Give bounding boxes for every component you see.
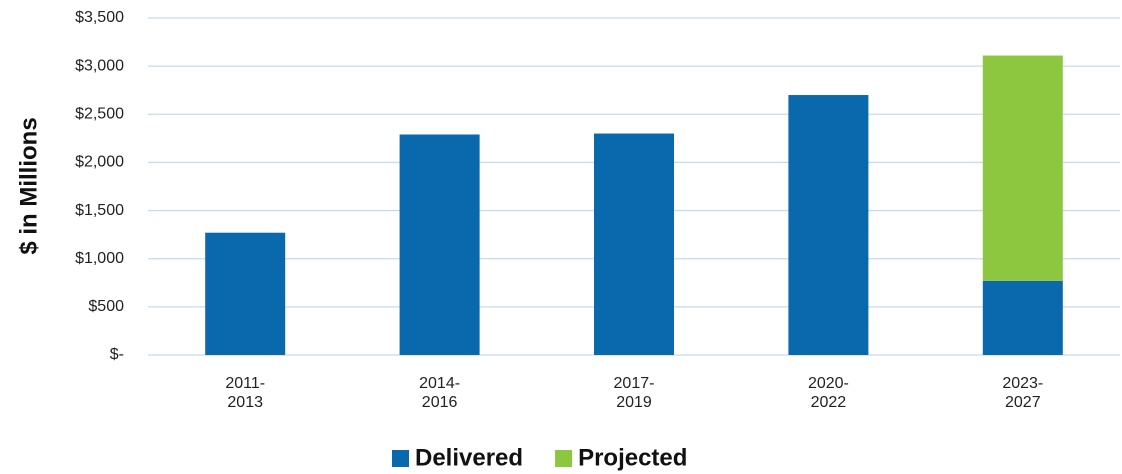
bar xyxy=(982,280,1063,355)
bar xyxy=(788,95,869,356)
x-tick-label: 2023-2027 xyxy=(1002,375,1043,411)
y-axis-label: $ in Millions xyxy=(15,117,42,254)
y-tick-label: $1,000 xyxy=(75,250,124,267)
x-tick-label: 2017-2019 xyxy=(614,375,655,411)
bar xyxy=(399,134,480,355)
legend-label: Delivered xyxy=(415,444,523,471)
y-tick-label: $- xyxy=(110,346,124,363)
y-tick-label: $3,500 xyxy=(75,9,124,26)
x-tick-label: 2020-2022 xyxy=(808,375,849,411)
y-tick-label: $1,500 xyxy=(75,202,124,219)
y-tick-label: $2,500 xyxy=(75,106,124,123)
legend-label: Projected xyxy=(578,444,687,471)
legend-swatch xyxy=(555,450,573,467)
x-tick-label: 2014-2016 xyxy=(419,375,460,411)
x-tick-label: 2011-2013 xyxy=(225,375,265,411)
y-tick-label: $2,000 xyxy=(75,154,124,171)
bar xyxy=(982,55,1063,281)
bar xyxy=(205,232,286,355)
y-tick-label: $500 xyxy=(88,298,124,315)
legend-swatch xyxy=(392,450,409,467)
bar xyxy=(594,133,674,355)
y-tick-label: $3,000 xyxy=(75,57,124,74)
